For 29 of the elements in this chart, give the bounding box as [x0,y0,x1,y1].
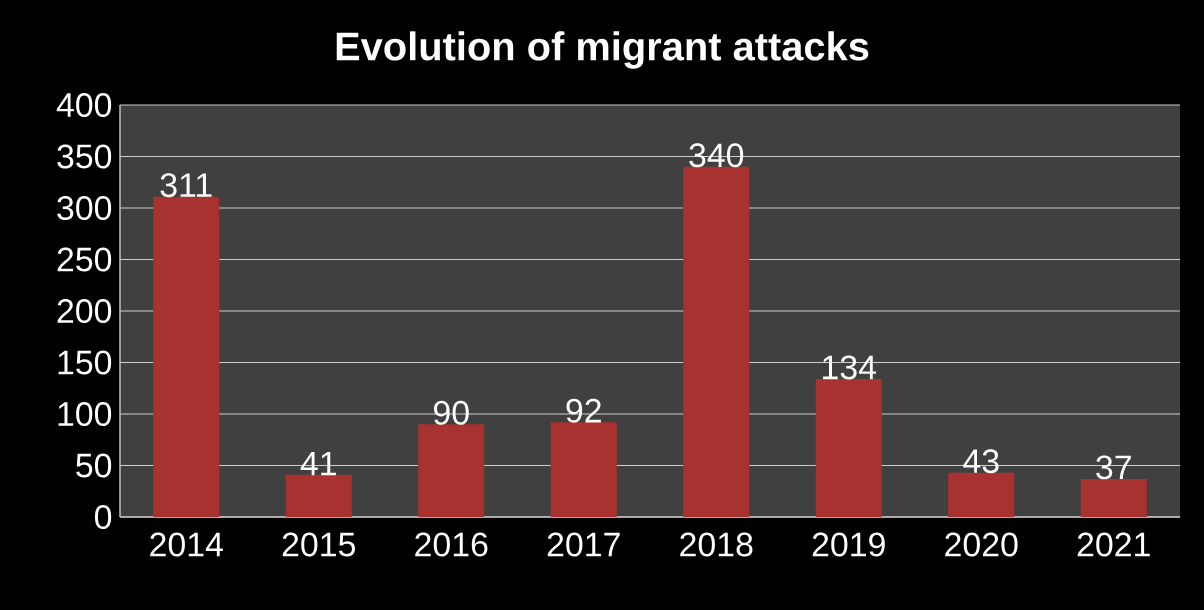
data-label: 92 [566,398,601,423]
y-tick-label: 350 [57,144,112,169]
bar [418,424,485,517]
bar [285,474,352,517]
x-tick-label: 2020 [945,532,1018,557]
y-tick-label: 400 [56,93,112,117]
y-tick-label: 150 [58,350,112,375]
x-tick-label: 2014 [150,532,223,557]
x-tick-label: 2018 [680,532,753,557]
y-tick-label: 200 [57,299,112,323]
bar [153,196,220,517]
x-tick-label: 2015 [282,532,355,557]
y-tick-label: 100 [58,402,112,426]
x-tick-label: 2016 [415,532,488,557]
bar [815,378,882,517]
y-tick-label: 0 [94,505,112,529]
bar [550,422,617,517]
data-label: 90 [434,400,469,425]
y-tick-label: 50 [76,453,112,478]
x-tick-label: 2019 [812,532,885,557]
x-tick-label: 2017 [547,532,620,557]
y-tick-label: 300 [57,196,112,220]
x-tick-label: 2021 [1077,532,1150,557]
data-label: 311 [160,173,212,198]
bar [1080,478,1147,517]
chart-title: Evolution of migrant attacks [336,31,869,69]
bar [948,472,1015,517]
bar [683,166,750,517]
y-tick-label: 250 [57,247,112,272]
